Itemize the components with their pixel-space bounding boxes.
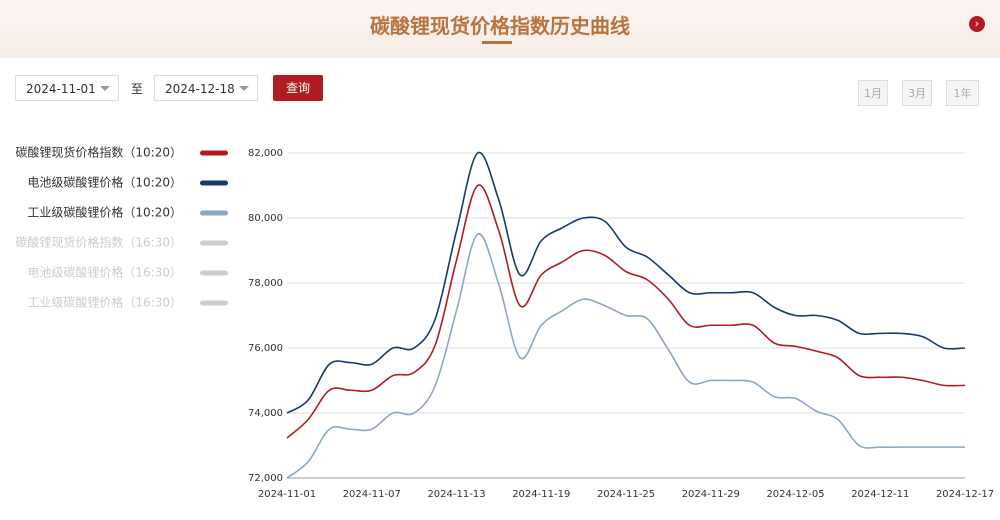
y-tick-label: 82,000 bbox=[248, 148, 283, 159]
separator: 至 bbox=[131, 82, 144, 96]
legend-swatch bbox=[200, 180, 228, 186]
query-button[interactable]: 查询 bbox=[273, 75, 323, 101]
y-tick-label: 76,000 bbox=[248, 343, 283, 354]
start-date[interactable]: 2024-11-01 bbox=[15, 75, 119, 101]
x-tick-label: 2024-12-05 bbox=[766, 489, 824, 500]
series-line bbox=[286, 151, 966, 414]
legend-swatch bbox=[200, 240, 228, 246]
end-date[interactable]: 2024-12-18 bbox=[154, 75, 258, 101]
legend-label: 工业级碳酸锂价格（10:20） bbox=[27, 205, 182, 220]
legend-swatch bbox=[200, 270, 228, 276]
legend-swatch bbox=[200, 210, 228, 216]
legend-swatch bbox=[200, 300, 228, 306]
x-tick-label: 2024-11-29 bbox=[682, 489, 740, 500]
y-tick-label: 80,000 bbox=[248, 213, 283, 224]
x-tick-label: 2024-11-13 bbox=[427, 489, 485, 500]
header: 碳酸锂现货价格指数历史曲线 › bbox=[0, 0, 1000, 56]
legend-label: 电池级碳酸锂价格（10:20） bbox=[27, 175, 182, 190]
y-tick-label: 72,000 bbox=[248, 473, 283, 484]
legend-label: 电池级碳酸锂价格（16:30） bbox=[27, 265, 182, 280]
page-title: 碳酸锂现货价格指数历史曲线 bbox=[370, 14, 630, 38]
x-tick-label: 2024-12-17 bbox=[936, 489, 994, 500]
range-button[interactable]: 1年 bbox=[946, 80, 979, 106]
y-tick-label: 78,000 bbox=[248, 278, 283, 289]
y-tick-label: 74,000 bbox=[248, 408, 283, 419]
legend-label: 碳酸锂现货价格指数（10:20） bbox=[15, 145, 182, 160]
x-tick-label: 2024-11-25 bbox=[597, 489, 655, 500]
legend-label: 工业级碳酸锂价格（16:30） bbox=[27, 295, 182, 310]
series-line bbox=[286, 233, 965, 479]
x-tick-label: 2024-11-19 bbox=[512, 489, 570, 500]
close-button[interactable]: › bbox=[969, 16, 985, 32]
range-button[interactable]: 1月 bbox=[858, 80, 888, 106]
x-tick-label: 2024-12-11 bbox=[851, 489, 909, 500]
title-underline bbox=[482, 41, 512, 44]
x-tick-label: 2024-11-07 bbox=[343, 489, 401, 500]
series-line bbox=[286, 184, 966, 439]
legend-swatch bbox=[200, 150, 228, 156]
x-tick-label: 2024-11-01 bbox=[258, 489, 316, 500]
legend-label: 碳酸锂现货价格指数（16:30） bbox=[15, 235, 182, 250]
range-button[interactable]: 3月 bbox=[902, 80, 932, 106]
